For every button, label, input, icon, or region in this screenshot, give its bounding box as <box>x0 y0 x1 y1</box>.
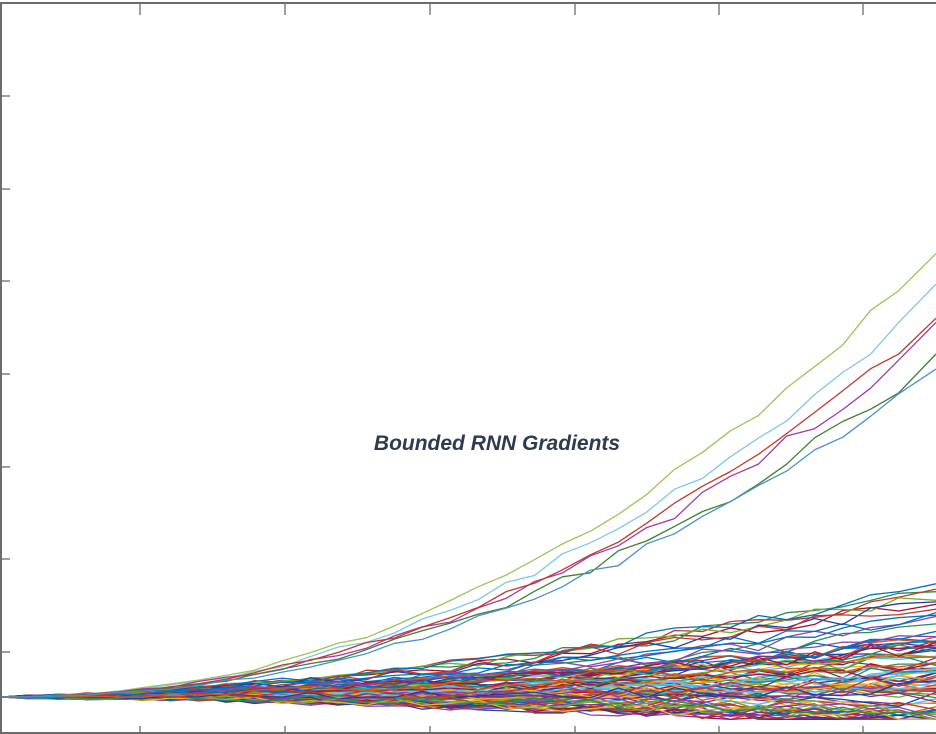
series-line <box>1 656 936 698</box>
series-line <box>1 641 936 699</box>
series-line <box>1 253 936 698</box>
series-line <box>1 368 936 698</box>
series-line <box>1 608 936 698</box>
series-line <box>1 321 936 698</box>
series-layer <box>1 253 936 721</box>
series-line <box>1 680 936 700</box>
series-line <box>1 317 936 698</box>
series-line <box>1 640 936 699</box>
series-line <box>1 676 936 699</box>
chart-title: Bounded RNN Gradients <box>374 432 620 455</box>
series-line <box>1 353 936 698</box>
series-line <box>1 283 936 698</box>
ticks <box>1 3 864 734</box>
